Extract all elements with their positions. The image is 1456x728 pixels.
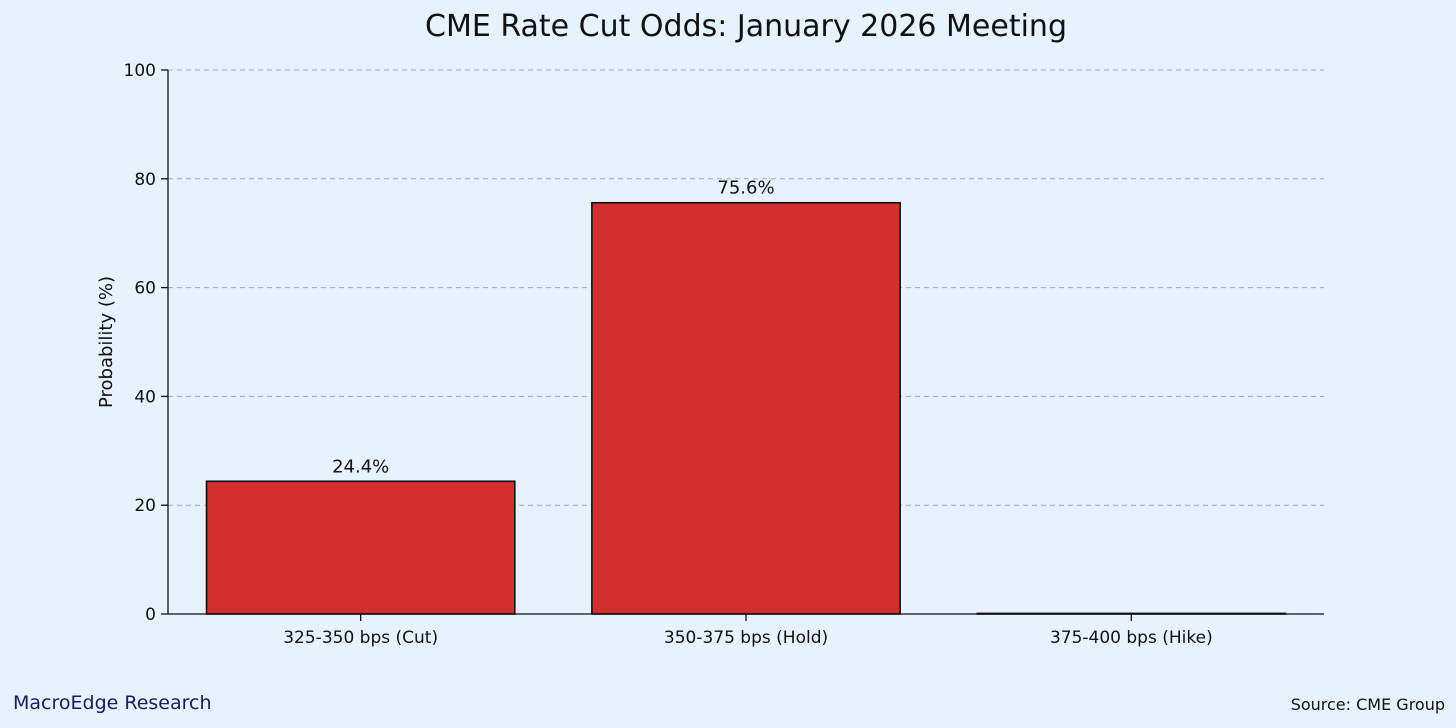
x-tick-label: 350-375 bps (Hold) [664,628,828,648]
bar-2 [591,201,901,615]
y-tick-label: 0 [145,605,156,625]
source-footer: Source: CME Group [1290,695,1445,714]
x-tick-label: 325-350 bps (Cut) [283,628,438,648]
bars [205,201,1287,615]
y-tick-label: 60 [134,279,156,299]
data-label: 75.6% [717,178,774,199]
bar-1 [205,480,516,615]
data-label: 24.4% [332,456,389,477]
labels: 0 20 40 60 80 100 325-350 bps (Cut) 24.4% 350-37… [124,61,1213,648]
y-tick-label: 80 [134,170,156,190]
y-tick-label: 100 [124,61,156,81]
axes [161,69,1324,621]
chart-title: CME Rate Cut Odds: January 2026 Meeting [425,9,1067,44]
y-tick-label: 40 [134,387,156,407]
y-tick-label: 20 [134,496,156,516]
y-axis-label: Probability (%) [96,276,117,408]
x-tick-label: 375-400 bps (Hike) [1050,628,1213,648]
brand-footer: MacroEdge Research [13,692,212,714]
